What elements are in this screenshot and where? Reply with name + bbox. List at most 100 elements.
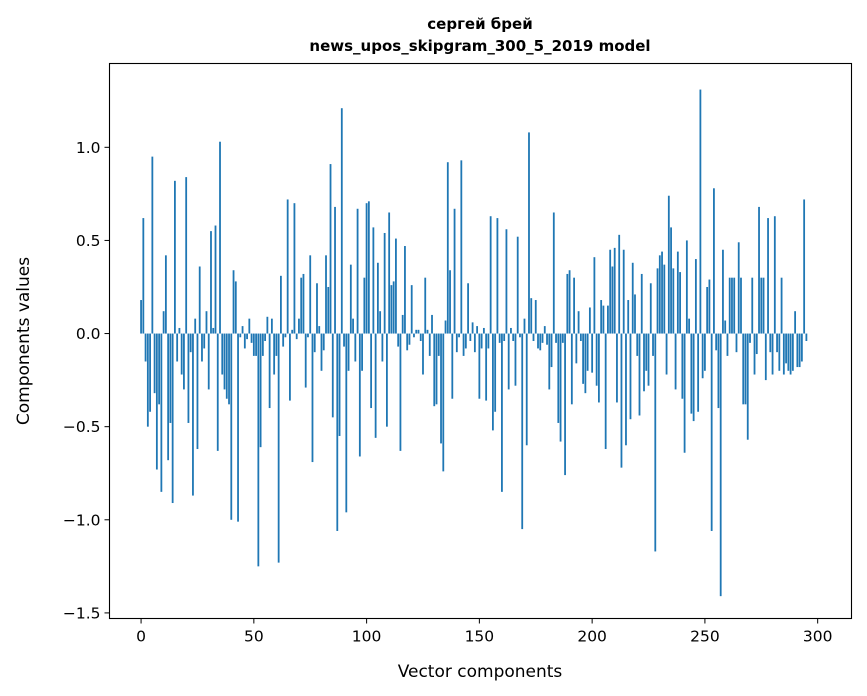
chart-title-line-1: сергей брей (427, 15, 532, 33)
bar (600, 300, 603, 334)
bar (652, 333, 654, 356)
bar (221, 333, 224, 375)
bar (704, 333, 706, 371)
bar (753, 333, 756, 375)
x-tick-label: 100 (352, 628, 382, 646)
bar (363, 277, 366, 334)
bar (176, 333, 179, 362)
bar (780, 277, 783, 334)
bar (309, 255, 312, 334)
bar (219, 141, 221, 334)
bar (282, 333, 285, 347)
bar (760, 277, 763, 334)
bar (437, 333, 440, 356)
bar (607, 305, 609, 334)
bar (507, 333, 510, 390)
bar (744, 333, 747, 405)
bar (631, 262, 634, 334)
bar (656, 268, 659, 334)
chart-title-line-2: news_upos_skipgram_300_5_2019 model (309, 37, 650, 55)
bar (164, 255, 167, 334)
bar (241, 326, 244, 334)
bar (234, 281, 237, 334)
bar (706, 286, 709, 334)
bar (399, 333, 402, 451)
bar (643, 333, 645, 392)
bar (361, 333, 363, 371)
bar (169, 333, 172, 423)
bar (519, 333, 521, 338)
bar (284, 333, 287, 338)
bar (701, 333, 704, 379)
bar (773, 216, 776, 334)
bar (331, 333, 334, 418)
bar (401, 314, 404, 334)
bar (534, 300, 537, 334)
bar (374, 333, 377, 438)
y-axis-ticks: −1.5 −1.0 −0.5 0.0 0.5 1.0 (63, 139, 110, 622)
bar (731, 277, 733, 334)
bar (670, 227, 672, 334)
bar (548, 333, 551, 390)
bar (345, 333, 348, 513)
bar (307, 333, 309, 338)
bar (471, 322, 474, 334)
bar (289, 333, 291, 401)
bar (322, 333, 325, 351)
bar (336, 333, 339, 531)
bar (264, 333, 267, 341)
y-tick-label: −1.0 (63, 511, 101, 529)
bar (239, 333, 242, 338)
bar (796, 333, 799, 368)
bar (381, 333, 384, 362)
bar (546, 333, 548, 345)
bar (485, 333, 488, 401)
bar (625, 333, 627, 446)
bar (185, 177, 188, 334)
bar (243, 333, 246, 349)
bar (611, 266, 614, 334)
bar (473, 333, 476, 353)
bar (467, 283, 469, 334)
x-axis-ticks: 0 50 100 150 200 250 300 (136, 618, 832, 646)
bar (343, 333, 345, 347)
bar (160, 333, 163, 492)
bar (663, 264, 666, 334)
bar (153, 333, 156, 394)
bar (740, 277, 742, 334)
bar (584, 333, 587, 394)
bar (667, 195, 670, 334)
bar (690, 333, 693, 414)
bar (604, 333, 607, 450)
bar (388, 212, 391, 334)
bar (255, 333, 257, 356)
bar (794, 311, 797, 334)
bar (390, 285, 393, 334)
bar (370, 333, 373, 409)
bar (230, 333, 233, 520)
bar (449, 270, 451, 334)
bar (356, 208, 359, 334)
bar (257, 333, 260, 567)
bar (789, 333, 792, 375)
bar (352, 318, 354, 334)
bar (431, 314, 433, 334)
bar (713, 188, 715, 334)
bar (216, 333, 219, 451)
bar (261, 333, 264, 356)
bar (570, 333, 573, 405)
bar (146, 333, 149, 427)
bar (397, 333, 400, 347)
bar (577, 311, 580, 334)
x-tick-label: 250 (690, 628, 720, 646)
bar (494, 333, 497, 412)
bar (735, 333, 738, 353)
bar (270, 318, 273, 334)
bar (503, 333, 506, 341)
bar (367, 201, 370, 334)
bar (787, 333, 790, 371)
bar (782, 333, 785, 375)
bar (248, 318, 251, 334)
